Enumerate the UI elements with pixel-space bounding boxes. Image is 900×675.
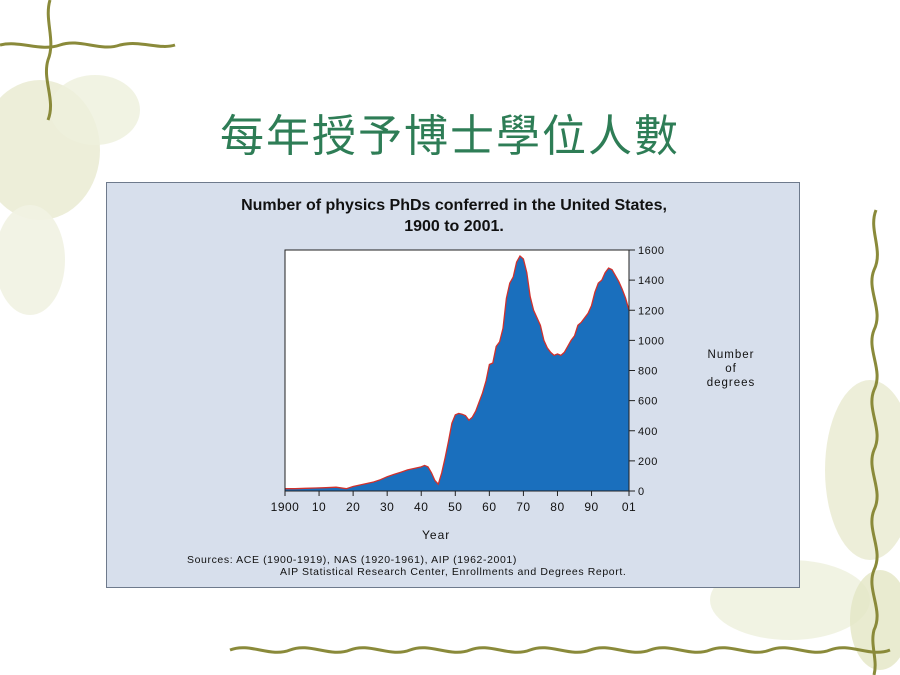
series-outline (285, 254, 630, 490)
y-tick-label: 200 (638, 456, 658, 468)
x-tick-label: 90 (584, 500, 598, 514)
y-tick-label: 1200 (638, 305, 664, 317)
y-tick-label: 1600 (638, 245, 664, 257)
x-axis-label: Year (422, 528, 451, 542)
sources-line2: AIP Statistical Research Center, Enrollm… (280, 566, 627, 578)
x-tick-label: 10 (312, 500, 326, 514)
x-axis: 1900 10 20 30 40 50 60 70 80 90 01 (271, 491, 636, 514)
sources-note: Sources: ACE (1900-1919), NAS (1920-1961… (187, 554, 626, 578)
chart-title-line1: Number of physics PhDs conferred in the … (241, 197, 667, 214)
x-tick-label: 50 (448, 500, 462, 514)
x-tick-label: 20 (346, 500, 360, 514)
y-tick-label: 600 (638, 396, 658, 408)
x-tick-label: 01 (622, 500, 636, 514)
y-tick-label: 400 (638, 426, 658, 438)
y-axis-label: Number of degrees (691, 348, 771, 390)
y-axis: 0 200 400 600 800 1000 1200 1400 1600 (629, 245, 664, 498)
sources-line1: Sources: ACE (1900-1919), NAS (1920-1961… (187, 554, 517, 566)
chart-panel: 0 200 400 600 800 1000 1200 1400 1600 1900 10 20 30… (106, 182, 800, 588)
x-tick-label: 1900 (271, 500, 300, 514)
y-tick-label: 800 (638, 366, 658, 378)
x-tick-label: 60 (482, 500, 496, 514)
y-tick-label: 0 (638, 486, 645, 498)
x-tick-label: 80 (550, 500, 564, 514)
y-axis-label-line3: degrees (706, 377, 756, 389)
y-axis-label-line1: Number (707, 349, 755, 361)
y-tick-label: 1000 (638, 335, 664, 347)
y-tick-label: 1400 (638, 275, 664, 287)
chart-title-line2: 1900 to 2001. (404, 218, 504, 235)
series-area (285, 256, 629, 491)
y-axis-label-line2: of (725, 363, 737, 375)
chart-title: Number of physics PhDs conferred in the … (107, 195, 801, 237)
x-tick-label: 40 (414, 500, 428, 514)
x-tick-label: 70 (516, 500, 530, 514)
slide-title: 每年授予博士學位人數 (220, 111, 680, 162)
chart-svg: 0 200 400 600 800 1000 1200 1400 1600 1900 10 20 30… (271, 245, 664, 514)
x-tick-label: 30 (380, 500, 394, 514)
